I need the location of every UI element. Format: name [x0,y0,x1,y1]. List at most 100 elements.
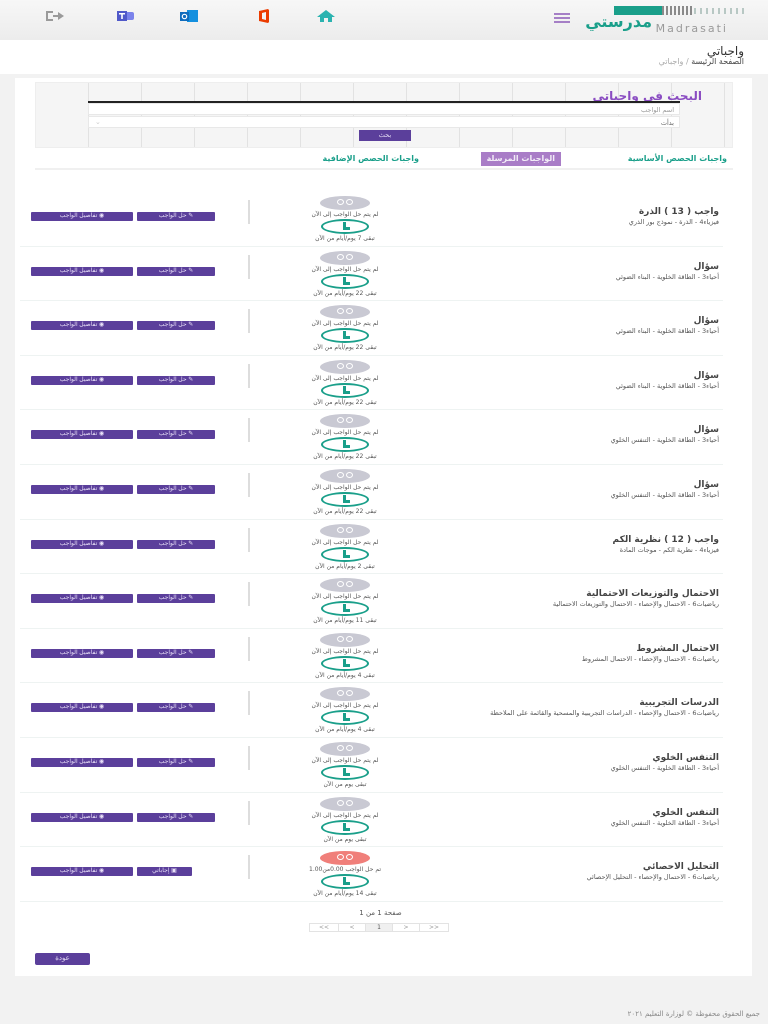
homework-title[interactable]: الدرسات التجريبية [639,698,719,709]
homework-details-button[interactable]: ◉ تفاصيل الواجب [31,484,133,494]
homework-title[interactable]: سؤال [693,370,719,381]
outlook-icon[interactable] [179,9,199,23]
menu-icon[interactable] [554,13,570,23]
page-last-button[interactable]: >> [419,923,449,932]
status-message: لم يتم حل الواجب إلى الآن [311,593,379,601]
homework-title[interactable]: سؤال [693,479,719,490]
breadcrumb-separator: / [685,57,689,66]
clock-icon [321,710,369,726]
homework-title[interactable]: سؤال [693,261,719,272]
homework-title[interactable]: واجب ( 13 ) الذرة [638,207,719,217]
madrasati-logo[interactable]: مدرستي Madrasati [585,4,750,36]
back-button[interactable]: عودة [35,953,90,965]
row-divider [248,691,250,716]
eye-icon: ◉ [97,485,105,492]
solve-homework-button[interactable]: ✎ حل الواجب [137,484,215,494]
homework-name-input[interactable]: اسم الواجب [88,103,680,115]
solve-homework-button[interactable]: ✎ حل الواجب [137,757,215,767]
button-label: تفاصيل الواجب [59,267,98,274]
tabs: واجبات الحصص الأساسية الواجبات المرسلة و… [35,150,733,170]
homework-details-button[interactable]: ◉ تفاصيل الواجب [31,757,133,767]
time-remaining: تبقى 2 يوم/أيام من الآن [315,562,375,570]
solve-homework-button[interactable]: ✎ حل الواجب [137,212,215,221]
button-label: حل الواجب [158,704,187,711]
neutral-face-icon [320,632,370,647]
homework-subtitle: أحياء3 - الطاقة الخلوية - البناء الضوئي [615,272,719,281]
homework-subtitle: أحياء3 - الطاقة الخلوية - البناء الضوئي [615,381,719,390]
homework-details-button[interactable]: ◉ تفاصيل الواجب [31,266,133,276]
homework-title[interactable]: سؤال [693,425,719,436]
solve-homework-button[interactable]: ✎ حل الواجب [137,539,215,549]
button-label: تفاصيل الواجب [59,213,98,219]
status-message: لم يتم حل الواجب إلى الآن [311,265,379,273]
homework-details-button[interactable]: ◉ تفاصيل الواجب [31,648,133,658]
solve-homework-button[interactable]: ✎ حل الواجب [137,266,215,276]
homework-title[interactable]: التنفس الخلوي [652,752,719,763]
button-label: تفاصيل الواجب [59,813,98,820]
logo-text-ar: مدرستي [585,12,652,31]
time-remaining: تبقى يوم من الآن [323,835,367,843]
status-select[interactable]: بدأت ⌄ [88,116,680,128]
homework-details-button[interactable]: ◉ تفاصيل الواجب [31,594,133,604]
homework-details-button[interactable]: ◉ تفاصيل الواجب [31,375,133,385]
home-icon[interactable] [316,9,336,23]
solve-homework-button[interactable]: ✎ حل الواجب [137,321,215,331]
teams-icon[interactable] [116,9,136,23]
homework-details-button[interactable]: ◉ تفاصيل الواجب [31,539,133,549]
sad-face-icon [320,851,370,866]
clock-icon [321,601,369,617]
edit-icon: ✎ [186,595,194,602]
tab-basic-lessons[interactable]: واجبات الحصص الأساسية [627,154,727,163]
solve-homework-button[interactable]: ✎ حل الواجب [137,430,215,440]
homework-title[interactable]: الاحتمال والتوزيعات الاحتمالية [586,589,719,600]
button-label: حل الواجب [158,431,187,438]
homework-subtitle: فيزياء4 - الذرة - نموذج بور الذري [628,218,719,226]
solve-homework-button[interactable]: ✎ حل الواجب [137,375,215,385]
row-divider [248,200,250,224]
homework-details-button[interactable]: ◉ تفاصيل الواجب [31,212,133,221]
homework-title[interactable]: التنفس الخلوي [652,807,719,818]
homework-details-button[interactable]: ◉ تفاصيل الواجب [31,703,133,713]
homework-subtitle: رياضيات6 - الاحتمال والإحصاء - التحليل ا… [586,873,719,882]
page-first-button[interactable]: << [309,923,339,932]
homework-details-button[interactable]: ◉ تفاصيل الواجب [31,430,133,440]
solve-homework-button[interactable]: ✎ حل الواجب [137,594,215,604]
page-next-button[interactable]: > [392,923,420,932]
tab-extra-lessons[interactable]: واجبات الحصص الإضافية [322,154,419,163]
button-label: تفاصيل الواجب [59,758,98,765]
row-divider [248,254,250,279]
homework-title[interactable]: الاحتمال المشروط [636,643,720,654]
homework-title[interactable]: واجب ( 12 ) نظرية الكم [612,534,719,545]
search-button[interactable]: بحث [359,130,411,141]
time-remaining: تبقى 7 يوم/أيام من الآن [315,235,375,242]
homework-status: لم يتم حل الواجب إلى الآن تبقى 22 يوم/أي… [270,359,420,408]
homework-status: لم يتم حل الواجب إلى الآن تبقى 11 يوم/أي… [270,578,420,626]
pagination: << < 1 > >> [309,923,449,932]
office-icon[interactable] [254,9,274,23]
edit-icon: ✎ [186,213,194,219]
button-label: تفاصيل الواجب [59,431,98,438]
solve-homework-button[interactable]: ✎ حل الواجب [137,648,215,658]
status-message: لم يتم حل الواجب إلى الآن [311,756,379,764]
homework-details-button[interactable]: ◉ تفاصيل الواجب [31,867,133,877]
solve-homework-button[interactable]: ✎ حل الواجب [137,812,215,822]
homework-details-button[interactable]: ◉ تفاصيل الواجب [31,812,133,822]
page-current-button[interactable]: 1 [365,923,393,932]
my-answers-button[interactable]: ▣ إجاباتي [137,867,192,877]
logout-icon[interactable] [45,9,65,23]
tab-sent-homework[interactable]: الواجبات المرسلة [480,152,561,166]
homework-status: لم يتم حل الواجب إلى الآن تبقى 4 يوم/أيا… [270,632,420,681]
breadcrumb-home[interactable]: الصفحة الرئيسة [691,57,744,66]
solve-homework-button[interactable]: ✎ حل الواجب [137,703,215,713]
homework-title[interactable]: سؤال [693,316,719,327]
homework-subtitle: أحياء3 - الطاقة الخلوية - التنفس الخلوي [610,818,719,827]
neutral-face-icon [320,687,370,702]
status-message: لم يتم حل الواجب إلى الآن [311,702,379,710]
eye-icon: ◉ [97,322,105,329]
homework-status: تم حل الواجب 0.00من1.00 تبقى 14 يوم/أيام… [270,851,420,899]
homework-title[interactable]: التحليل الاحصائي [642,862,719,873]
homework-details-button[interactable]: ◉ تفاصيل الواجب [31,321,133,331]
homework-row: واجب ( 13 ) الذرة فيزياء4 - الذرة - نموذ… [20,192,723,247]
page-prev-button[interactable]: < [338,923,366,932]
edit-icon: ✎ [186,322,194,329]
